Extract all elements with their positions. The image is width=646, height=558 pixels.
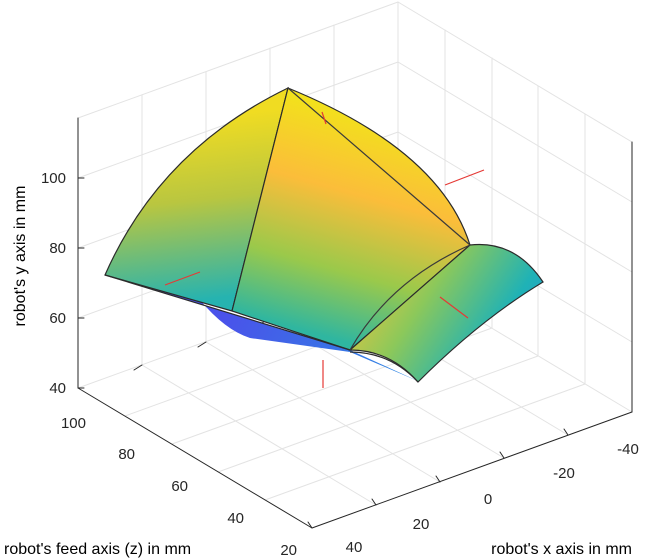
x-tick-label: -40 xyxy=(617,441,639,458)
z-tick-label: 60 xyxy=(171,478,188,495)
x-tick-label: 20 xyxy=(413,516,430,533)
centre-marks xyxy=(164,111,485,388)
z-tick-label: 100 xyxy=(61,415,86,432)
surface-front-curve xyxy=(349,244,471,351)
z-tick-labels: 100 80 60 40 20 xyxy=(61,415,297,558)
z-axis-label: robot's feed axis (z) in mm xyxy=(4,541,191,558)
x-tick-label: 0 xyxy=(484,491,492,508)
surface-left-panel xyxy=(104,86,289,312)
centre-mark xyxy=(321,111,327,125)
y-tick-labels: 40 60 80 100 xyxy=(41,170,66,397)
x-tick-label: -20 xyxy=(553,465,575,482)
y-axis-label: robot's y axis in mm xyxy=(12,186,29,327)
centre-mark xyxy=(444,169,485,186)
centre-mark xyxy=(164,271,201,286)
axis-lines xyxy=(77,117,633,529)
x-tick-labels: 40 20 0 -20 -40 xyxy=(346,441,639,556)
surface xyxy=(104,86,544,383)
surface-edge-left xyxy=(104,274,351,351)
z-tick-label: 20 xyxy=(280,542,297,558)
y-tick-label: 40 xyxy=(49,380,66,397)
surface-underside-edge xyxy=(349,351,419,383)
x-axis-label: robot's x axis in mm xyxy=(491,541,632,558)
x-tick-label: 40 xyxy=(346,539,363,556)
surface-right-panel xyxy=(348,243,544,383)
z-tick-label: 80 xyxy=(118,446,135,463)
y-tick-label: 80 xyxy=(49,240,66,257)
surface-underside xyxy=(105,275,420,382)
centre-mark xyxy=(439,296,469,319)
y-tick-label: 100 xyxy=(41,170,66,187)
y-tick-label: 60 xyxy=(49,310,66,327)
surface-ridge xyxy=(287,87,471,246)
z-tick-label: 40 xyxy=(227,510,244,527)
